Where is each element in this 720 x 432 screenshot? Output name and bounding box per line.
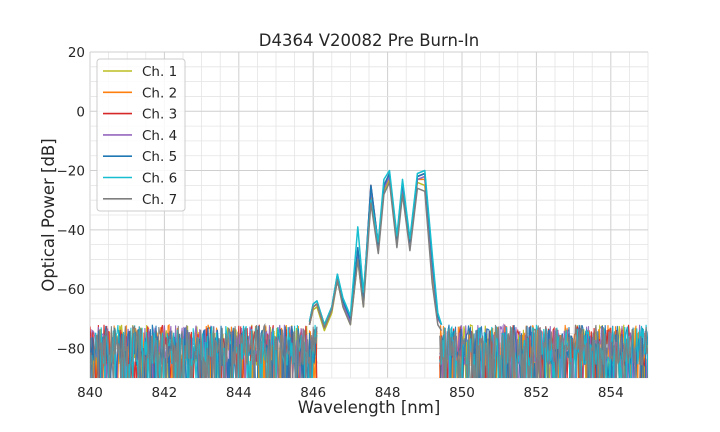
- series-lines: [308, 169, 443, 332]
- legend-label: Ch. 1: [142, 64, 177, 80]
- legend-label: Ch. 3: [142, 107, 177, 123]
- x-tick-label: 844: [226, 385, 252, 401]
- y-tick-label: 20: [68, 45, 85, 61]
- series-line: [308, 169, 443, 326]
- y-tick-label: −40: [57, 223, 86, 239]
- tick-labels: 840 842 844 846 848 850 852 854 20 0 −20 −40 −60 −80: [57, 45, 624, 401]
- legend-box: [96, 58, 186, 212]
- noise-trace: [439, 324, 648, 378]
- legend-label: Ch. 7: [142, 192, 177, 208]
- legend-label: Ch. 2: [142, 85, 177, 101]
- legend-label: Ch. 6: [142, 171, 177, 187]
- x-tick-label: 842: [152, 385, 178, 401]
- chart-title: D4364 V20082 Pre Burn-In: [259, 31, 479, 50]
- series-line: [308, 181, 443, 331]
- noise-trace: [90, 322, 318, 378]
- legend: Ch. 1 Ch. 2 Ch. 3 Ch. 4 Ch. 5 Ch. 6 Ch. 7: [96, 58, 186, 212]
- y-tick-label: −80: [57, 341, 86, 357]
- x-tick-label: 846: [300, 385, 326, 401]
- x-tick-label: 850: [449, 385, 475, 401]
- legend-label: Ch. 4: [142, 128, 177, 144]
- y-axis-label: Optical Power [dB]: [39, 138, 58, 291]
- y-tick-label: −20: [57, 164, 86, 180]
- y-tick-label: −60: [57, 282, 86, 298]
- x-tick-label: 840: [77, 385, 103, 401]
- x-tick-label: 854: [598, 385, 624, 401]
- x-axis-label: Wavelength [nm]: [298, 398, 441, 417]
- noise-trace: [439, 324, 648, 378]
- x-tick-label: 848: [375, 385, 401, 401]
- noise-floor: [90, 322, 648, 378]
- legend-label: Ch. 5: [142, 149, 177, 165]
- y-tick-label: 0: [76, 104, 85, 120]
- x-tick-label: 852: [524, 385, 550, 401]
